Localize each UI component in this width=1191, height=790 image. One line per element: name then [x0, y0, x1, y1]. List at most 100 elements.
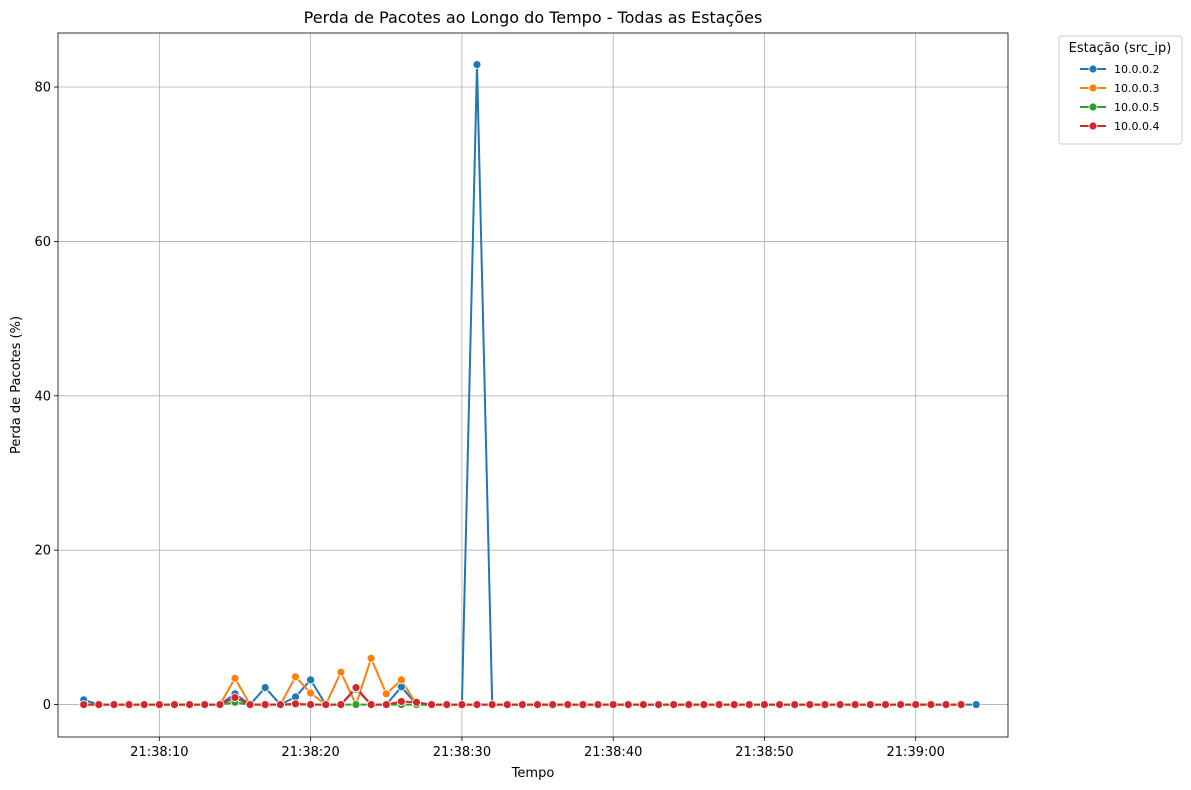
x-tick-label: 21:38:50 [735, 745, 793, 760]
data-point-10-0-0-4 [230, 693, 240, 702]
data-point-10-0-0-4 [381, 700, 391, 709]
data-point-10-0-0-4 [805, 700, 815, 709]
data-point-10-0-0-4 [518, 700, 527, 709]
data-point-10-0-0-4 [593, 700, 603, 709]
grid [58, 33, 1008, 737]
x-axis: 21:38:10 21:38:20 21:38:30 21:38:40 21:38:50… [130, 737, 945, 760]
data-point-10-0-0-2 [472, 60, 482, 69]
data-point-10-0-0-4 [548, 700, 558, 709]
data-point-10-0-0-4 [865, 700, 875, 709]
data-point-10-0-0-4 [684, 700, 694, 709]
data-point-10-0-0-4 [306, 700, 316, 709]
data-point-10-0-0-4 [699, 700, 709, 709]
data-point-10-0-0-4 [896, 700, 905, 709]
y-tick-label: 60 [34, 235, 51, 250]
data-point-10-0-0-4 [820, 700, 830, 709]
data-point-10-0-0-4 [956, 700, 966, 709]
legend-label: 10.0.0.3 [1114, 82, 1159, 95]
data-point-10-0-0-4 [881, 700, 890, 709]
data-point-10-0-0-4 [457, 700, 467, 709]
legend-swatch-marker [1088, 83, 1098, 93]
data-point-10-0-0-5 [351, 700, 361, 709]
data-point-10-0-0-4 [412, 697, 421, 707]
data-point-10-0-0-4 [639, 700, 648, 709]
data-point-10-0-0-2 [971, 700, 981, 709]
data-point-10-0-0-4 [109, 700, 119, 709]
x-axis-label: Tempo [511, 766, 555, 781]
data-point-10-0-0-4 [215, 700, 225, 709]
data-point-10-0-0-4 [850, 700, 860, 709]
legend-swatch-marker [1088, 64, 1098, 74]
data-point-10-0-0-4 [275, 700, 285, 709]
data-point-10-0-0-3 [396, 675, 406, 685]
legend-label: 10.0.0.5 [1114, 101, 1159, 114]
data-point-10-0-0-4 [775, 700, 784, 709]
data-point-10-0-0-4 [911, 700, 921, 709]
y-tick-label: 20 [34, 544, 51, 559]
legend-label: 10.0.0.2 [1114, 63, 1159, 76]
data-point-10-0-0-4 [366, 700, 376, 709]
data-point-10-0-0-4 [124, 700, 134, 709]
legend-swatch-marker [1088, 121, 1098, 131]
y-tick-label: 0 [43, 698, 51, 713]
data-point-10-0-0-4 [654, 700, 663, 709]
data-point-10-0-0-4 [669, 700, 679, 709]
data-point-10-0-0-4 [442, 700, 452, 709]
data-point-10-0-0-4 [502, 700, 512, 709]
series-line-10-0-0-3 [83, 657, 962, 706]
y-tick-label: 80 [34, 81, 51, 96]
data-point-10-0-0-3 [366, 653, 376, 663]
data-point-10-0-0-4 [760, 700, 769, 709]
data-point-10-0-0-4 [608, 700, 618, 709]
legend-swatch-marker [1088, 102, 1098, 112]
series-line-10-0-0-2 [83, 63, 977, 706]
data-point-10-0-0-4 [200, 700, 210, 709]
legend-entries: 10.0.0.2 10.0.0.3 10.0.0.5 10.0.0.4 [1080, 63, 1159, 133]
x-tick-label: 21:38:20 [281, 745, 339, 760]
data-point-10-0-0-4 [351, 683, 361, 692]
data-point-10-0-0-4 [396, 697, 406, 706]
x-tick-label: 21:38:30 [433, 745, 491, 760]
data-point-10-0-0-4 [729, 700, 739, 709]
legend-label: 10.0.0.4 [1114, 120, 1159, 133]
legend-box [1058, 35, 1183, 145]
chart-title: Perda de Pacotes ao Longo do Tempo - Tod… [304, 8, 763, 27]
data-point-10-0-0-4 [623, 700, 633, 709]
data-point-10-0-0-4 [79, 700, 89, 709]
data-point-10-0-0-4 [336, 700, 346, 709]
x-tick-label: 21:38:40 [584, 745, 642, 760]
x-tick-label: 21:39:00 [887, 745, 945, 760]
data-point-10-0-0-4 [170, 700, 179, 709]
data-point-10-0-0-4 [154, 700, 164, 709]
data-point-10-0-0-4 [245, 700, 255, 709]
data-point-10-0-0-4 [321, 700, 331, 709]
data-point-10-0-0-2 [306, 675, 316, 685]
legend-title: Estação (src_ip) [1069, 41, 1172, 56]
data-point-10-0-0-4 [714, 700, 724, 709]
data-point-10-0-0-4 [260, 700, 270, 709]
data-point-10-0-0-4 [835, 700, 845, 709]
y-axis: 0 20 40 60 80 [34, 81, 58, 713]
data-point-10-0-0-4 [427, 700, 437, 709]
series-markers [79, 60, 981, 709]
data-point-10-0-0-4 [291, 699, 300, 709]
x-tick-label: 21:38:10 [130, 745, 188, 760]
data-point-10-0-0-3 [336, 667, 346, 677]
data-point-10-0-0-3 [291, 672, 300, 682]
data-point-10-0-0-4 [139, 700, 149, 709]
data-point-10-0-0-3 [230, 673, 240, 683]
data-point-10-0-0-4 [563, 700, 573, 709]
y-axis-label: Perda de Pacotes (%) [9, 316, 24, 454]
data-point-10-0-0-4 [578, 700, 588, 709]
series-lines [83, 63, 977, 706]
data-point-10-0-0-4 [744, 700, 754, 709]
data-point-10-0-0-3 [306, 688, 316, 698]
y-tick-label: 40 [34, 389, 51, 404]
plot-frame [57, 32, 1009, 738]
data-point-10-0-0-4 [185, 700, 195, 709]
data-point-10-0-0-4 [472, 700, 482, 709]
data-point-10-0-0-4 [926, 700, 936, 709]
data-point-10-0-0-3 [381, 689, 391, 699]
data-point-10-0-0-4 [533, 700, 542, 709]
